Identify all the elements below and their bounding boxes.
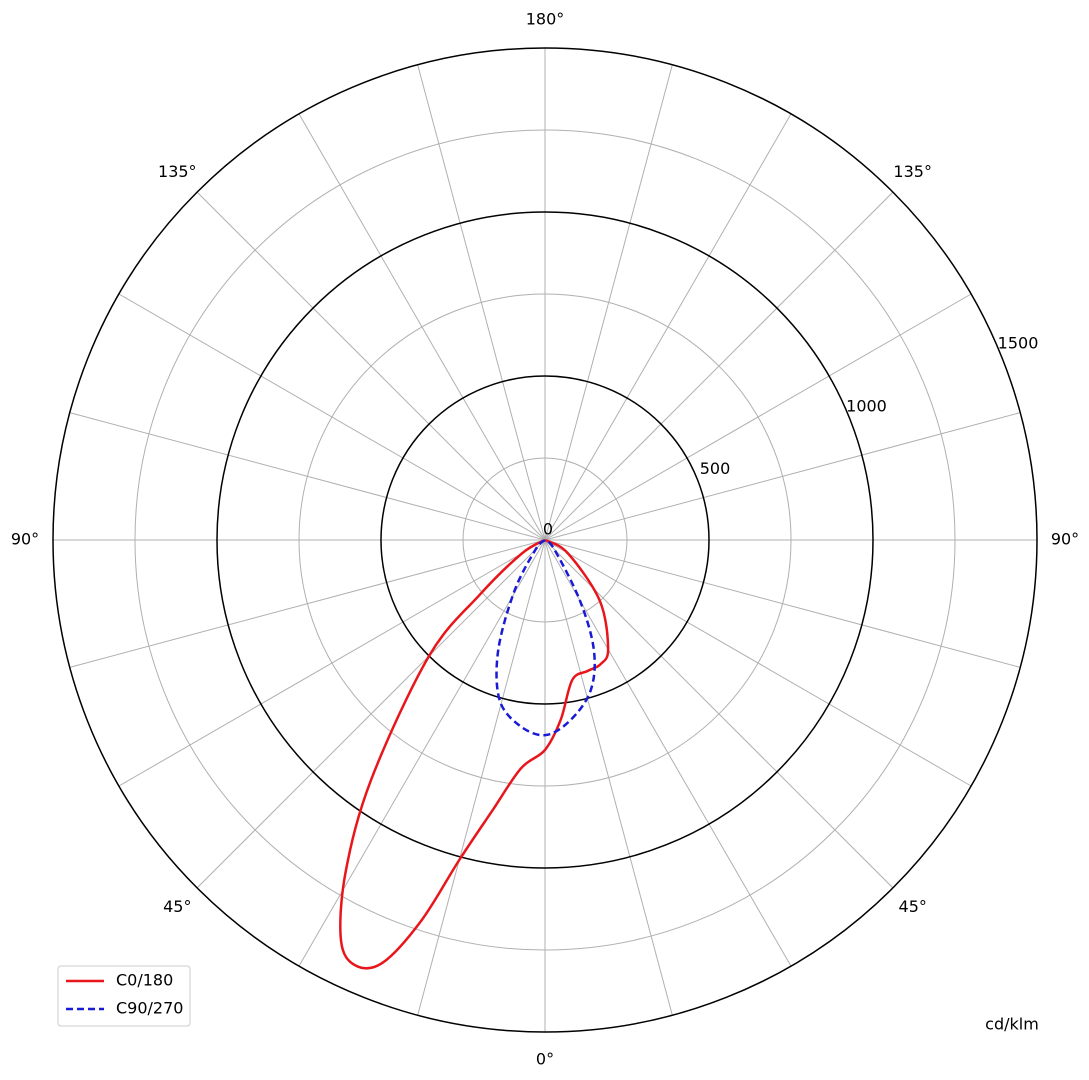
grid-spoke — [417, 64, 546, 541]
theta-tick-label: 45° — [163, 897, 191, 916]
grid-spoke — [544, 539, 792, 967]
r-tick-label: 500 — [700, 459, 731, 478]
grid-spoke — [544, 412, 1021, 541]
grid-spoke — [544, 191, 894, 541]
grid-spoke — [544, 539, 894, 889]
grid-ring — [52, 47, 1038, 1033]
theta-tick-label: 90° — [1051, 530, 1079, 549]
grid-spoke — [544, 539, 972, 787]
curve — [339, 538, 610, 970]
r-tick-label: 1000 — [846, 396, 887, 415]
r-tick-label: 0 — [543, 520, 553, 539]
grid-ring — [380, 375, 710, 705]
theta-tick-label: 180° — [526, 10, 565, 29]
grid-spoke — [69, 539, 546, 668]
grid-spoke — [69, 412, 546, 541]
unit-label: cd/klm — [985, 1015, 1039, 1034]
grid-spoke — [544, 539, 673, 1016]
grid-spoke — [118, 539, 546, 787]
legend-label: C0/180 — [116, 971, 173, 990]
grid-spoke — [196, 191, 546, 541]
grid-spoke — [298, 539, 546, 967]
grid-spoke — [544, 64, 673, 541]
r-tick-label: 1500 — [998, 334, 1039, 353]
grid-spoke — [196, 539, 546, 889]
grid-spoke — [417, 539, 546, 1016]
grid-spoke — [544, 293, 972, 541]
grid-spoke — [298, 113, 546, 541]
theta-tick-label: 135° — [893, 162, 932, 181]
theta-tick-label: 0° — [536, 1050, 554, 1069]
theta-tick-label: 90° — [11, 530, 39, 549]
grid-ring — [216, 211, 874, 869]
grid-spoke — [544, 539, 1021, 668]
theta-tick-label: 45° — [899, 897, 927, 916]
legend-label: C90/270 — [116, 999, 183, 1018]
grid-spoke — [544, 113, 792, 541]
grid-spoke — [118, 293, 546, 541]
theta-tick-label: 135° — [158, 162, 197, 181]
curve — [495, 538, 596, 737]
grid — [52, 47, 1038, 1033]
